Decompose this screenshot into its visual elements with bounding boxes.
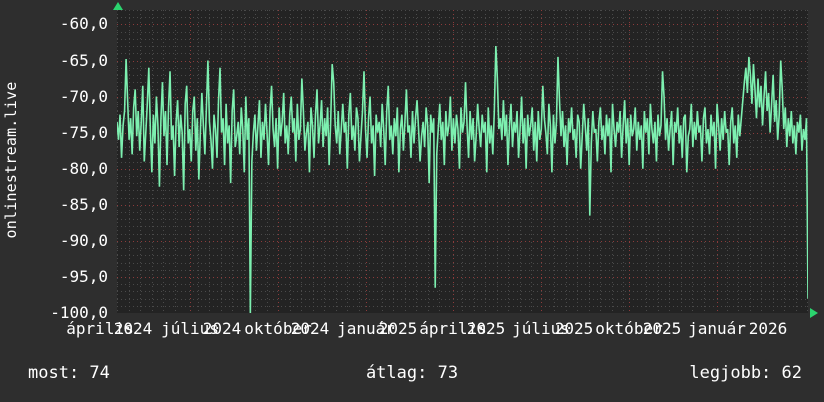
plot-area bbox=[117, 10, 808, 313]
x-tick-label: 2025 bbox=[378, 319, 418, 338]
x-tick-label: 2025 bbox=[554, 319, 594, 338]
y-tick-label: -65,0 bbox=[59, 50, 108, 70]
x-axis-ticks: április 2024 július 2024 október 2024 január 20… bbox=[0, 318, 824, 344]
x-tick-label: április bbox=[66, 319, 134, 338]
y-tick-label: -85,0 bbox=[59, 194, 108, 214]
summary-now: most: 74 bbox=[28, 363, 110, 383]
y-tick-label: -95,0 bbox=[59, 266, 108, 286]
x-tick-label: október bbox=[244, 319, 312, 338]
x-tick-label: 2024 bbox=[202, 319, 242, 338]
y-tick-label: -100,0 bbox=[50, 303, 108, 322]
data-series-line bbox=[117, 46, 808, 313]
summary-average: átlag: 73 bbox=[365, 363, 459, 383]
y-tick-label: -70,0 bbox=[59, 86, 108, 106]
y-tick-label: -90,0 bbox=[59, 230, 108, 250]
axis-up-arrow-icon bbox=[113, 2, 123, 10]
y-tick-label: -60,0 bbox=[59, 14, 108, 34]
summary-bar: most: 74 átlag: 73 legjobb: 62 bbox=[0, 358, 824, 388]
x-tick-label: április bbox=[419, 319, 487, 338]
x-tick-label: 2025 bbox=[466, 319, 506, 338]
x-tick-label: 2025 bbox=[642, 319, 682, 338]
y-axis-ticks: -60,0 -65,0 -70,0 -75,0 -80,0 -85,0 -90,0 -95,0… bbox=[0, 0, 112, 322]
y-tick-label: -75,0 bbox=[59, 122, 108, 142]
x-tick-label: 2026 bbox=[748, 319, 788, 338]
x-tick-label: január bbox=[337, 319, 395, 338]
y-tick-label: -80,0 bbox=[59, 158, 108, 178]
x-tick-label: október bbox=[595, 319, 663, 338]
x-tick-label: július bbox=[512, 319, 570, 338]
x-tick-label: július bbox=[161, 319, 219, 338]
x-tick-label: 2024 bbox=[113, 319, 153, 338]
x-tick-label: január bbox=[688, 319, 746, 338]
x-tick-label: 2024 bbox=[290, 319, 330, 338]
summary-best: legjobb: 62 bbox=[689, 363, 802, 383]
axis-right-arrow-icon bbox=[810, 308, 818, 318]
